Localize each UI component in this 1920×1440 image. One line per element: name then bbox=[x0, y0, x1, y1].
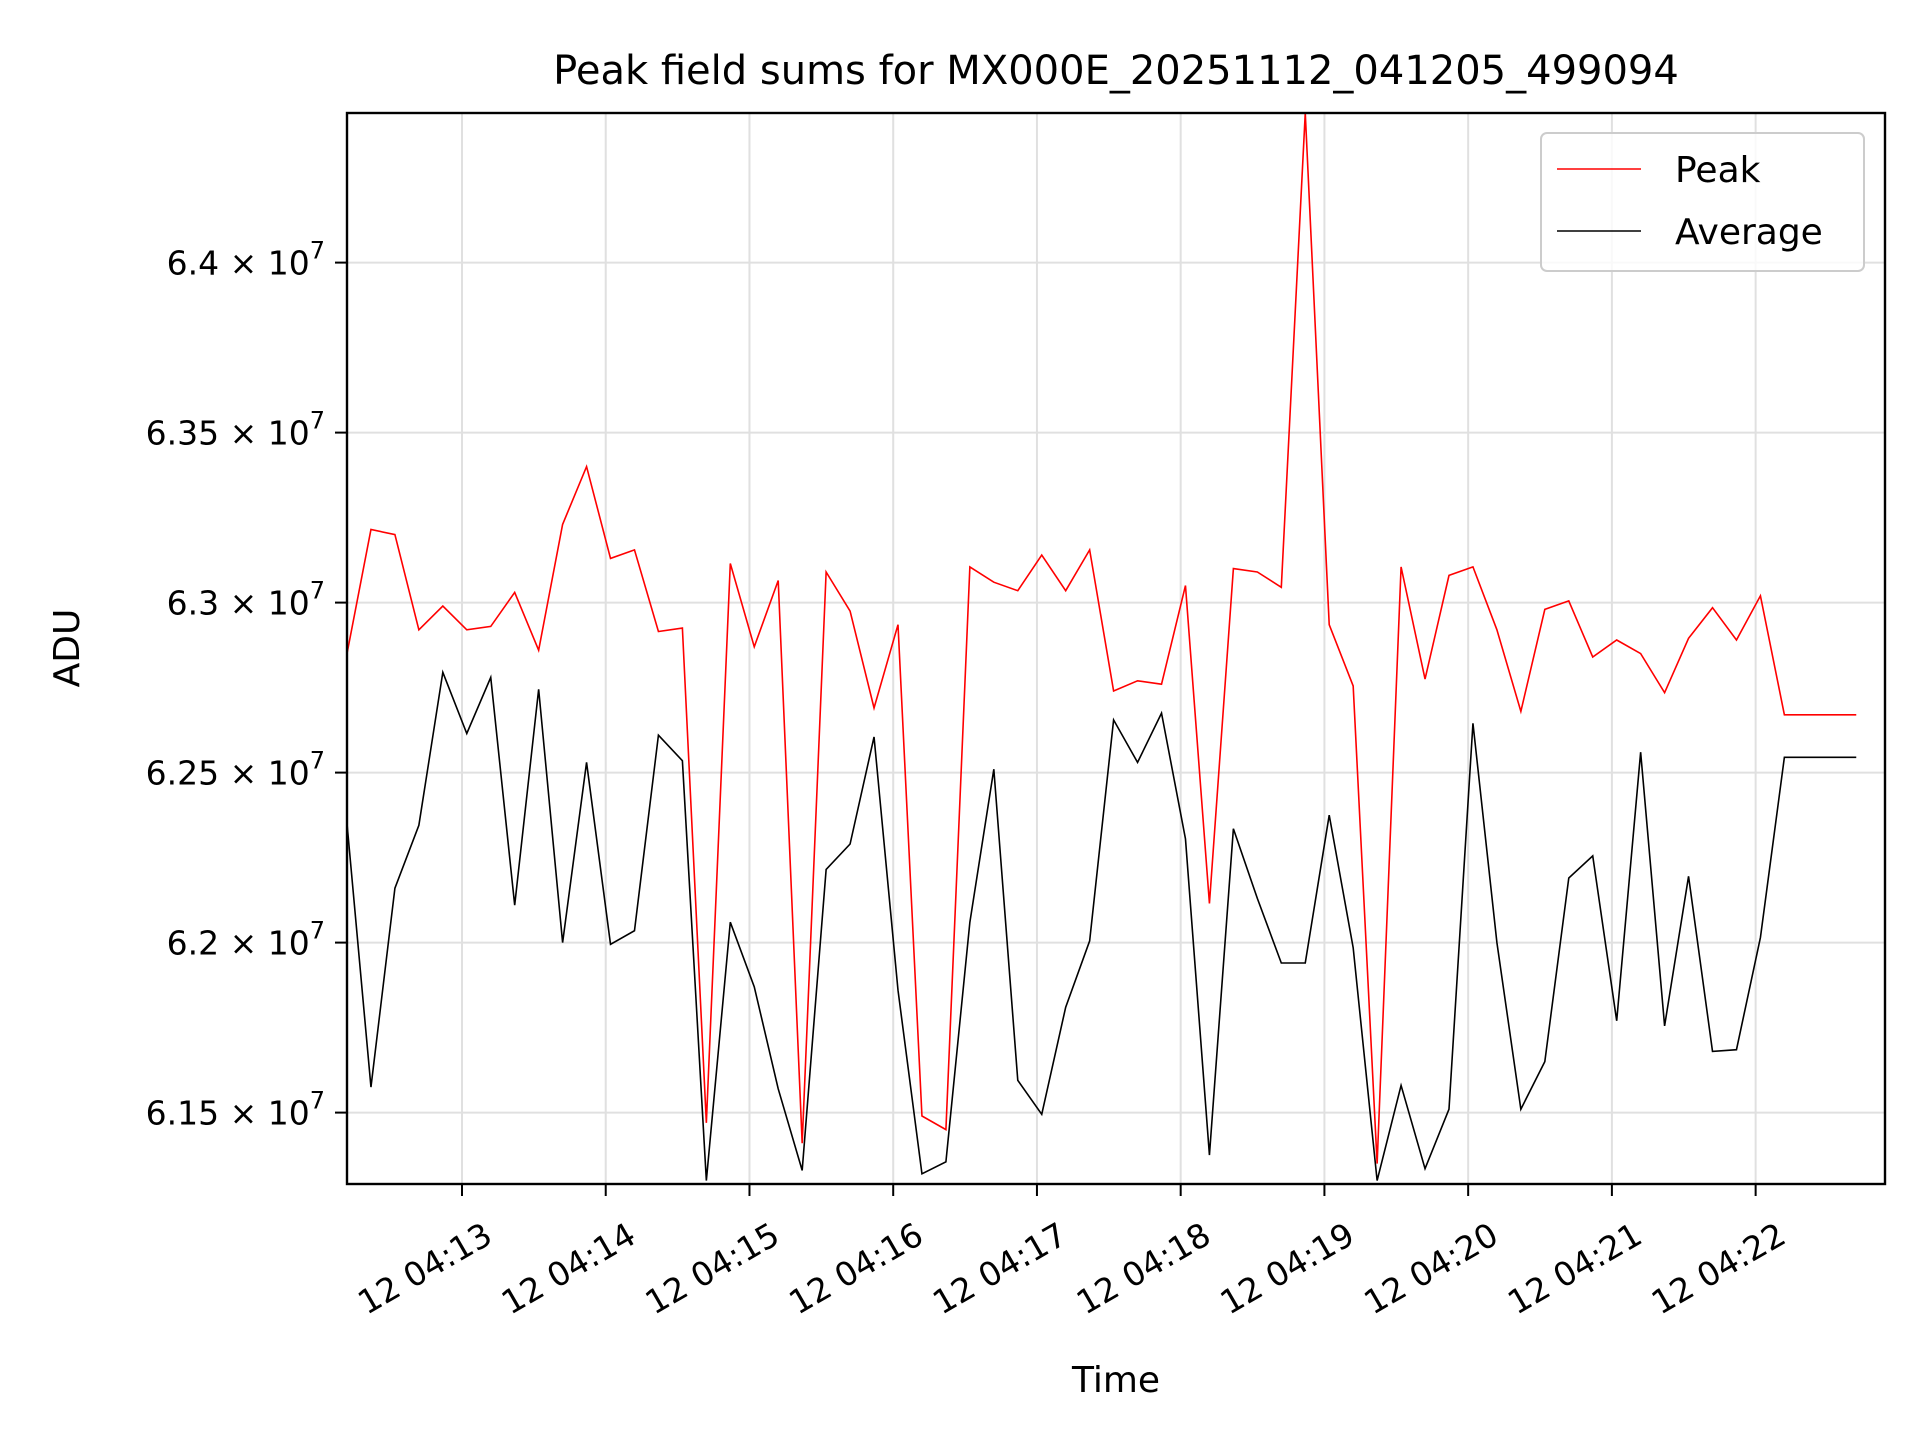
chart-title: Peak field sums for MX000E_20251112_0412… bbox=[553, 48, 1679, 94]
legend-label-peak: Peak bbox=[1675, 150, 1761, 191]
grid bbox=[347, 113, 1885, 1184]
x-axis-label: Time bbox=[1071, 1360, 1160, 1401]
plot-frame bbox=[345, 111, 1887, 1186]
y-axis-ticks: 6.15 × 107 6.2 × 107 6.25 × 107 6.3 × 107 6.… bbox=[146, 237, 347, 1133]
y-tick-label: 6.3 × 107 bbox=[167, 577, 325, 623]
legend-label-average: Average bbox=[1675, 212, 1823, 253]
y-tick-label: 6.15 × 107 bbox=[146, 1087, 325, 1133]
series-lines bbox=[346, 112, 1857, 1181]
y-tick-label: 6.4 × 107 bbox=[167, 237, 325, 283]
legend-box bbox=[1540, 132, 1865, 272]
y-tick-label: 6.35 × 107 bbox=[146, 407, 325, 453]
legend: Peak Average bbox=[1540, 132, 1865, 272]
y-axis-label: ADU bbox=[47, 609, 88, 688]
y-tick-label: 6.25 × 107 bbox=[146, 747, 325, 793]
series-line-peak bbox=[346, 112, 1857, 1164]
y-tick-label: 6.2 × 107 bbox=[167, 917, 325, 963]
series-line-average bbox=[346, 669, 1857, 1181]
